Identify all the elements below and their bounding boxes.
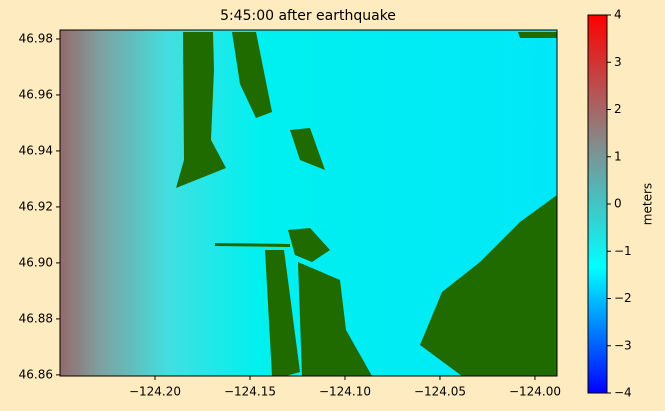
land bbox=[232, 32, 272, 118]
x-tick-label: −124.10 bbox=[319, 385, 371, 399]
colorbar-tick-label: −3 bbox=[614, 338, 632, 352]
x-tick-label: −124.20 bbox=[129, 385, 181, 399]
land bbox=[265, 250, 300, 376]
land bbox=[518, 32, 557, 38]
colorbar bbox=[587, 14, 608, 394]
y-tick-label: 46.92 bbox=[19, 199, 53, 213]
y-tick-label: 46.96 bbox=[19, 87, 53, 101]
land bbox=[215, 243, 290, 247]
colorbar-tick-label: −4 bbox=[614, 386, 632, 400]
land bbox=[176, 32, 557, 376]
colorbar-tick-label: −2 bbox=[614, 291, 632, 305]
y-tick-label: 46.94 bbox=[19, 143, 53, 157]
x-tick-label: −124.05 bbox=[414, 385, 466, 399]
y-tick-label: 46.98 bbox=[19, 31, 53, 45]
x-tick-label: −124.15 bbox=[224, 385, 276, 399]
x-tick-label: −124.00 bbox=[509, 385, 561, 399]
y-tick-label: 46.90 bbox=[19, 255, 53, 269]
plot-frame bbox=[59, 29, 558, 377]
y-tick-label: 46.88 bbox=[19, 311, 53, 325]
land bbox=[298, 262, 372, 376]
colorbar-tick-label: 1 bbox=[614, 149, 622, 163]
land bbox=[290, 128, 325, 170]
land bbox=[176, 32, 226, 188]
colorbar-tick-label: −1 bbox=[614, 244, 632, 258]
colorbar-tick-label: 2 bbox=[614, 102, 622, 116]
colorbar-label: meters bbox=[641, 183, 655, 225]
colorbar-tick-label: 4 bbox=[614, 8, 622, 22]
land bbox=[288, 228, 330, 262]
y-tick-label: 46.86 bbox=[19, 367, 53, 381]
chart-title: 5:45:00 after earthquake bbox=[220, 8, 396, 24]
colorbar-tick-label: 3 bbox=[614, 55, 622, 69]
plot-area bbox=[60, 30, 557, 376]
colorbar-tick-label: 0 bbox=[614, 197, 622, 211]
land bbox=[420, 195, 557, 376]
